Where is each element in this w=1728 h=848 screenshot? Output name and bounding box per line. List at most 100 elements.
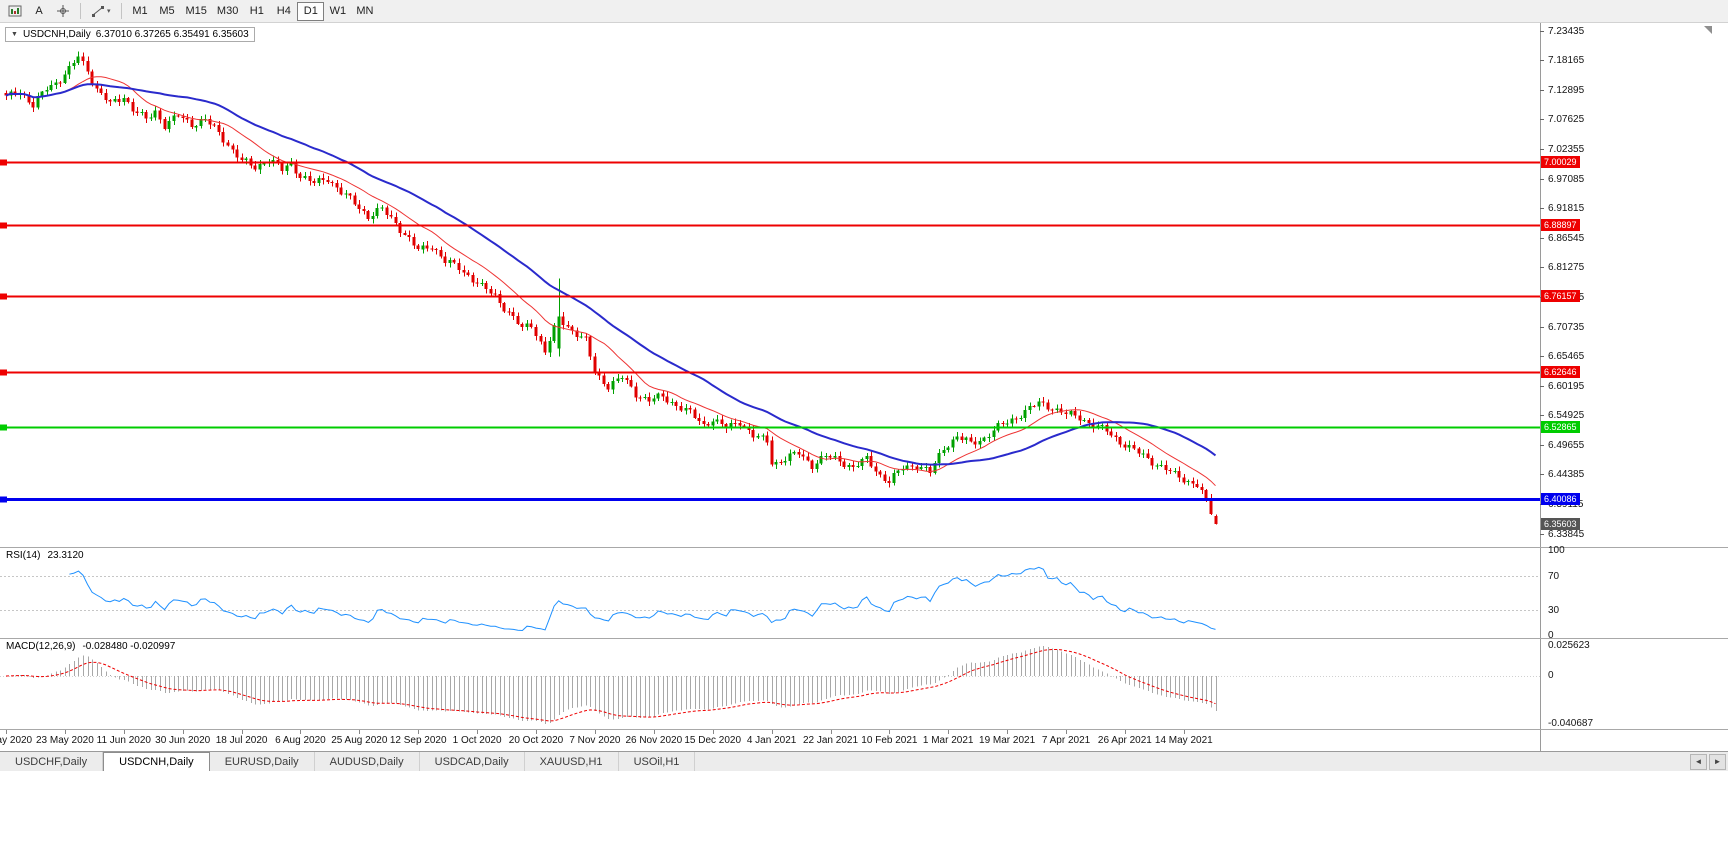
timeframe-button-h1[interactable]: H1 xyxy=(243,2,270,21)
timeframe-button-m1[interactable]: M1 xyxy=(127,2,154,21)
time-axis-tick xyxy=(653,730,655,734)
rsi-panel[interactable] xyxy=(0,548,1540,637)
price-axis-tick xyxy=(1540,267,1544,269)
timeframe-button-d1[interactable]: D1 xyxy=(297,1,325,21)
trendline-glyph xyxy=(92,6,104,17)
rsi-line xyxy=(69,566,1216,632)
panel-splitter[interactable] xyxy=(0,547,1728,548)
chart-shift-marker xyxy=(1704,26,1712,34)
price-axis-label: 6.49655 xyxy=(1548,439,1585,451)
rsi-axis-label: 70 xyxy=(1548,570,1560,582)
price-axis-tick xyxy=(1540,149,1544,150)
chart-tab-usoil-h1[interactable]: USOil,H1 xyxy=(619,752,696,771)
time-axis-tick xyxy=(889,730,891,734)
time-axis-label: 19 Mar 2021 xyxy=(979,735,1036,746)
price-axis-tick xyxy=(1540,444,1544,446)
price-axis-label: 7.07625 xyxy=(1548,114,1585,126)
rsi-axis-label: 30 xyxy=(1548,604,1560,616)
price-line-label: 7.00029 xyxy=(1541,156,1580,169)
time-axis-label: 11 Jun 2020 xyxy=(96,735,151,746)
time-axis-label: 7 Apr 2021 xyxy=(1041,735,1091,746)
price-axis-label: 6.97085 xyxy=(1548,173,1585,185)
price-axis[interactable]: 7.23435 7.18165 7.12895 7.07625 7.02355 6.970… xyxy=(1540,23,1728,751)
price-axis-label: 7.12895 xyxy=(1548,84,1585,96)
price-axis-label: 6.65465 xyxy=(1548,351,1585,363)
timeframe-button-m15[interactable]: M15 xyxy=(181,2,212,21)
macd-panel[interactable] xyxy=(0,639,1540,728)
horizontal-line-left-marker xyxy=(0,424,7,431)
chart-tab-usdcnh-daily[interactable]: USDCNH,Daily xyxy=(103,752,210,771)
time-axis-tick xyxy=(64,730,66,734)
macd-signal-line xyxy=(5,649,1216,722)
panel-splitter[interactable] xyxy=(0,638,1728,639)
time-axis-tick xyxy=(594,730,596,734)
price-axis-label: 6.44385 xyxy=(1548,469,1585,481)
timeframe-button-h4[interactable]: H4 xyxy=(270,2,297,21)
chart-tab-usdcad-daily[interactable]: USDCAD,Daily xyxy=(420,752,525,771)
macd-axis-label: -0.040687 xyxy=(1548,717,1594,729)
price-axis-tick xyxy=(1540,30,1544,32)
price-axis-label: 6.81275 xyxy=(1548,262,1585,274)
panel-splitter[interactable] xyxy=(0,729,1728,730)
time-axis-tick xyxy=(1124,730,1126,734)
text-tool-icon[interactable]: A xyxy=(27,2,51,21)
price-axis-label: 6.70735 xyxy=(1548,321,1585,333)
rsi-axis-label: 0 xyxy=(1548,630,1554,641)
time-axis-label: 18 Jul 2020 xyxy=(215,735,268,746)
price-axis-tick xyxy=(1540,474,1544,476)
moving-average-13 xyxy=(5,76,1216,487)
time-axis-label: 20 Oct 2020 xyxy=(508,735,564,746)
time-axis-label: 6 Aug 2020 xyxy=(275,735,326,746)
price-axis-tick xyxy=(1540,119,1544,121)
time-axis-tick xyxy=(830,730,832,734)
time-axis-label: 10 Feb 2021 xyxy=(861,735,918,746)
chart-tab-bar: USDCHF,Daily USDCNH,Daily EURUSD,Daily AUDU… xyxy=(0,751,1728,771)
price-axis-tick xyxy=(1540,208,1544,210)
chart-tab-usdchf-daily[interactable]: USDCHF,Daily xyxy=(0,752,104,771)
macd-values: -0.028480 -0.020997 xyxy=(82,641,176,652)
price-axis-label: 6.60195 xyxy=(1548,380,1585,392)
line-tools-icon[interactable]: ▾ xyxy=(86,2,116,21)
price-axis-tick xyxy=(1540,385,1544,387)
timeframe-buttons: M1 M5 M15 M30 H1 H4 D1 W1 MN xyxy=(127,1,379,21)
current-price-label: 6.35603 xyxy=(1541,517,1580,530)
timeframe-button-w1[interactable]: W1 xyxy=(324,2,351,21)
chart-window-icon[interactable] xyxy=(3,2,27,21)
time-axis-tick xyxy=(418,730,420,734)
chart-ohlc-values: 6.37010 6.37265 6.35491 6.35603 xyxy=(95,29,249,40)
toolbar-separator xyxy=(120,3,122,19)
chevron-down-icon: ▾ xyxy=(107,8,111,15)
time-axis-label: 26 Nov 2020 xyxy=(625,735,683,746)
timeframe-button-m5[interactable]: M5 xyxy=(154,2,181,21)
time-axis-tick xyxy=(182,730,184,734)
price-line-label: 6.76157 xyxy=(1541,290,1580,303)
tab-scroll-buttons: ◄ ► xyxy=(1690,754,1726,770)
time-axis-label: 1 Mar 2021 xyxy=(922,735,974,746)
rsi-value: 23.3120 xyxy=(47,550,84,561)
chart-tab-eurusd-daily[interactable]: EURUSD,Daily xyxy=(210,752,315,771)
tabs-scroll-left-button[interactable]: ◄ xyxy=(1690,754,1707,770)
price-chart[interactable] xyxy=(0,23,1540,547)
chart-tab-audusd-daily[interactable]: AUDUSD,Daily xyxy=(315,752,420,771)
time-axis-label: 15 Dec 2020 xyxy=(684,735,742,746)
time-axis-label: 23 May 2020 xyxy=(35,735,94,746)
horizontal-line-left-marker xyxy=(0,222,7,229)
time-axis-tick xyxy=(123,730,125,734)
price-axis-label: 6.33845 xyxy=(1548,528,1585,540)
price-axis-tick xyxy=(1540,533,1544,535)
chart-tab-xauusd-h1[interactable]: XAUUSD,H1 xyxy=(525,752,619,771)
price-axis-label: 7.02355 xyxy=(1548,144,1585,155)
chart-tabs: USDCHF,Daily USDCNH,Daily EURUSD,Daily AUDU… xyxy=(0,752,696,771)
rsi-panel-label: RSI(14) 23.3120 xyxy=(6,550,84,561)
macd-name: MACD(12,26,9) xyxy=(6,641,76,652)
time-axis-tick xyxy=(300,730,302,734)
timeframe-button-m30[interactable]: M30 xyxy=(212,2,243,21)
chart-title-box[interactable]: ▼ USDCNH,Daily 6.37010 6.37265 6.35491 6… xyxy=(5,27,255,42)
time-axis-tick xyxy=(1066,730,1067,734)
time-axis-tick xyxy=(241,730,243,734)
price-axis-border xyxy=(1540,23,1541,751)
timeframe-button-mn[interactable]: MN xyxy=(351,2,378,21)
crosshair-icon[interactable] xyxy=(51,2,75,21)
tabs-scroll-right-button[interactable]: ► xyxy=(1709,754,1726,770)
